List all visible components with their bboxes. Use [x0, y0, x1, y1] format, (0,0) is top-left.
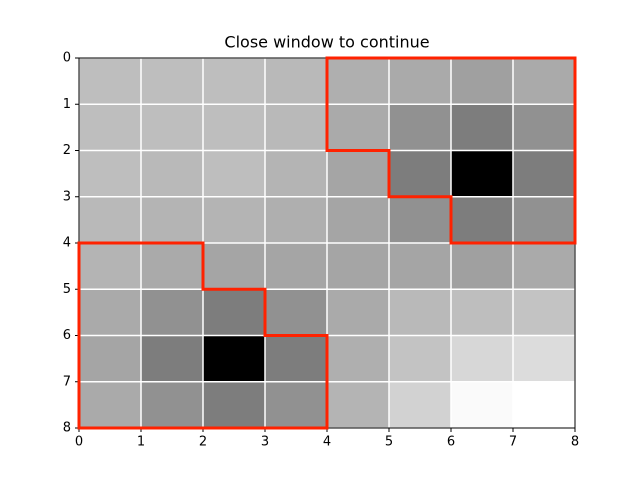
heatmap-cell — [389, 289, 451, 336]
x-tick-label: 0 — [75, 435, 83, 450]
x-tick-label: 8 — [571, 435, 579, 450]
heatmap-cell — [327, 335, 389, 382]
heatmap-cell — [203, 104, 265, 151]
heatmap-cell — [203, 243, 265, 290]
x-tick-label: 6 — [447, 435, 455, 450]
x-tick-label: 7 — [509, 435, 517, 450]
region-outline — [325, 56, 577, 245]
heatmap-cell — [451, 335, 513, 382]
heatmap-cell — [203, 381, 265, 428]
region-outline — [77, 241, 329, 430]
heatmap-cell — [265, 196, 327, 243]
y-tick-label: 2 — [63, 143, 71, 158]
x-tick-label: 2 — [199, 435, 207, 450]
x-tick-label: 3 — [261, 435, 269, 450]
heatmap-cell — [141, 289, 203, 336]
heatmap-cell — [451, 150, 513, 197]
heatmap-cell — [513, 335, 575, 382]
heatmap-cell — [451, 381, 513, 428]
heatmap-cell — [513, 150, 575, 197]
heatmap-cell — [327, 289, 389, 336]
heatmap-cell — [451, 104, 513, 151]
heatmap-cell — [79, 243, 141, 290]
heatmap-cell — [79, 381, 141, 428]
heatmap-cell — [203, 58, 265, 105]
heatmap-cell — [451, 58, 513, 105]
heatmap-cell — [265, 104, 327, 151]
heatmap-cell — [451, 196, 513, 243]
x-tick-label: 1 — [137, 435, 145, 450]
heatmap-cell — [513, 381, 575, 428]
heatmap-cell — [141, 150, 203, 197]
heatmap-cell — [203, 196, 265, 243]
heatmap-cell — [327, 196, 389, 243]
heatmap-cell — [451, 243, 513, 290]
heatmap-cell — [513, 104, 575, 151]
heatmap-cell — [141, 381, 203, 428]
heatmap-cell — [513, 58, 575, 105]
heatmap-cell — [327, 150, 389, 197]
heatmap-cell — [141, 243, 203, 290]
y-tick-label: 1 — [63, 97, 71, 112]
heatmap-cell — [79, 289, 141, 336]
heatmap-cell — [327, 381, 389, 428]
y-tick-label: 3 — [63, 189, 71, 204]
heatmap-cell — [203, 289, 265, 336]
chart-title: Close window to continue — [224, 33, 429, 52]
heatmap-cell — [203, 150, 265, 197]
heatmap-cell — [141, 58, 203, 105]
heatmap-cell — [265, 381, 327, 428]
heatmap-cell — [265, 243, 327, 290]
heatmap-cell — [513, 243, 575, 290]
heatmap-cell — [389, 381, 451, 428]
heatmap-cell — [327, 104, 389, 151]
heatmap-cell — [79, 150, 141, 197]
x-tick-label: 4 — [323, 435, 331, 450]
heatmap-cell — [451, 289, 513, 336]
heatmap-cell — [389, 58, 451, 105]
y-tick-label: 0 — [63, 51, 71, 66]
heatmap-cell — [203, 335, 265, 382]
heatmap-cell — [265, 289, 327, 336]
heatmap-cell — [265, 335, 327, 382]
heatmap-cell — [265, 150, 327, 197]
heatmap-cell — [389, 104, 451, 151]
heatmap-cell — [79, 104, 141, 151]
y-tick-label: 7 — [63, 374, 71, 389]
heatmap-cell — [327, 243, 389, 290]
x-tick-label: 5 — [385, 435, 393, 450]
heatmap-cell — [513, 196, 575, 243]
heatmap-cell — [265, 58, 327, 105]
heatmap-cell — [79, 335, 141, 382]
heatmap-cell — [79, 196, 141, 243]
heatmap-cell — [513, 289, 575, 336]
heatmap-cell — [141, 196, 203, 243]
heatmap-cell — [141, 104, 203, 151]
heatmap-cell — [79, 58, 141, 105]
heatmap-cell — [141, 335, 203, 382]
heatmap-cell — [389, 335, 451, 382]
y-tick-label: 5 — [63, 282, 71, 297]
heatmap-cell — [389, 196, 451, 243]
heatmap-cell — [389, 150, 451, 197]
y-tick-label: 8 — [63, 421, 71, 436]
y-tick-label: 6 — [63, 328, 71, 343]
heatmap-cell — [389, 243, 451, 290]
y-tick-label: 4 — [63, 236, 71, 251]
heatmap-cell — [327, 58, 389, 105]
